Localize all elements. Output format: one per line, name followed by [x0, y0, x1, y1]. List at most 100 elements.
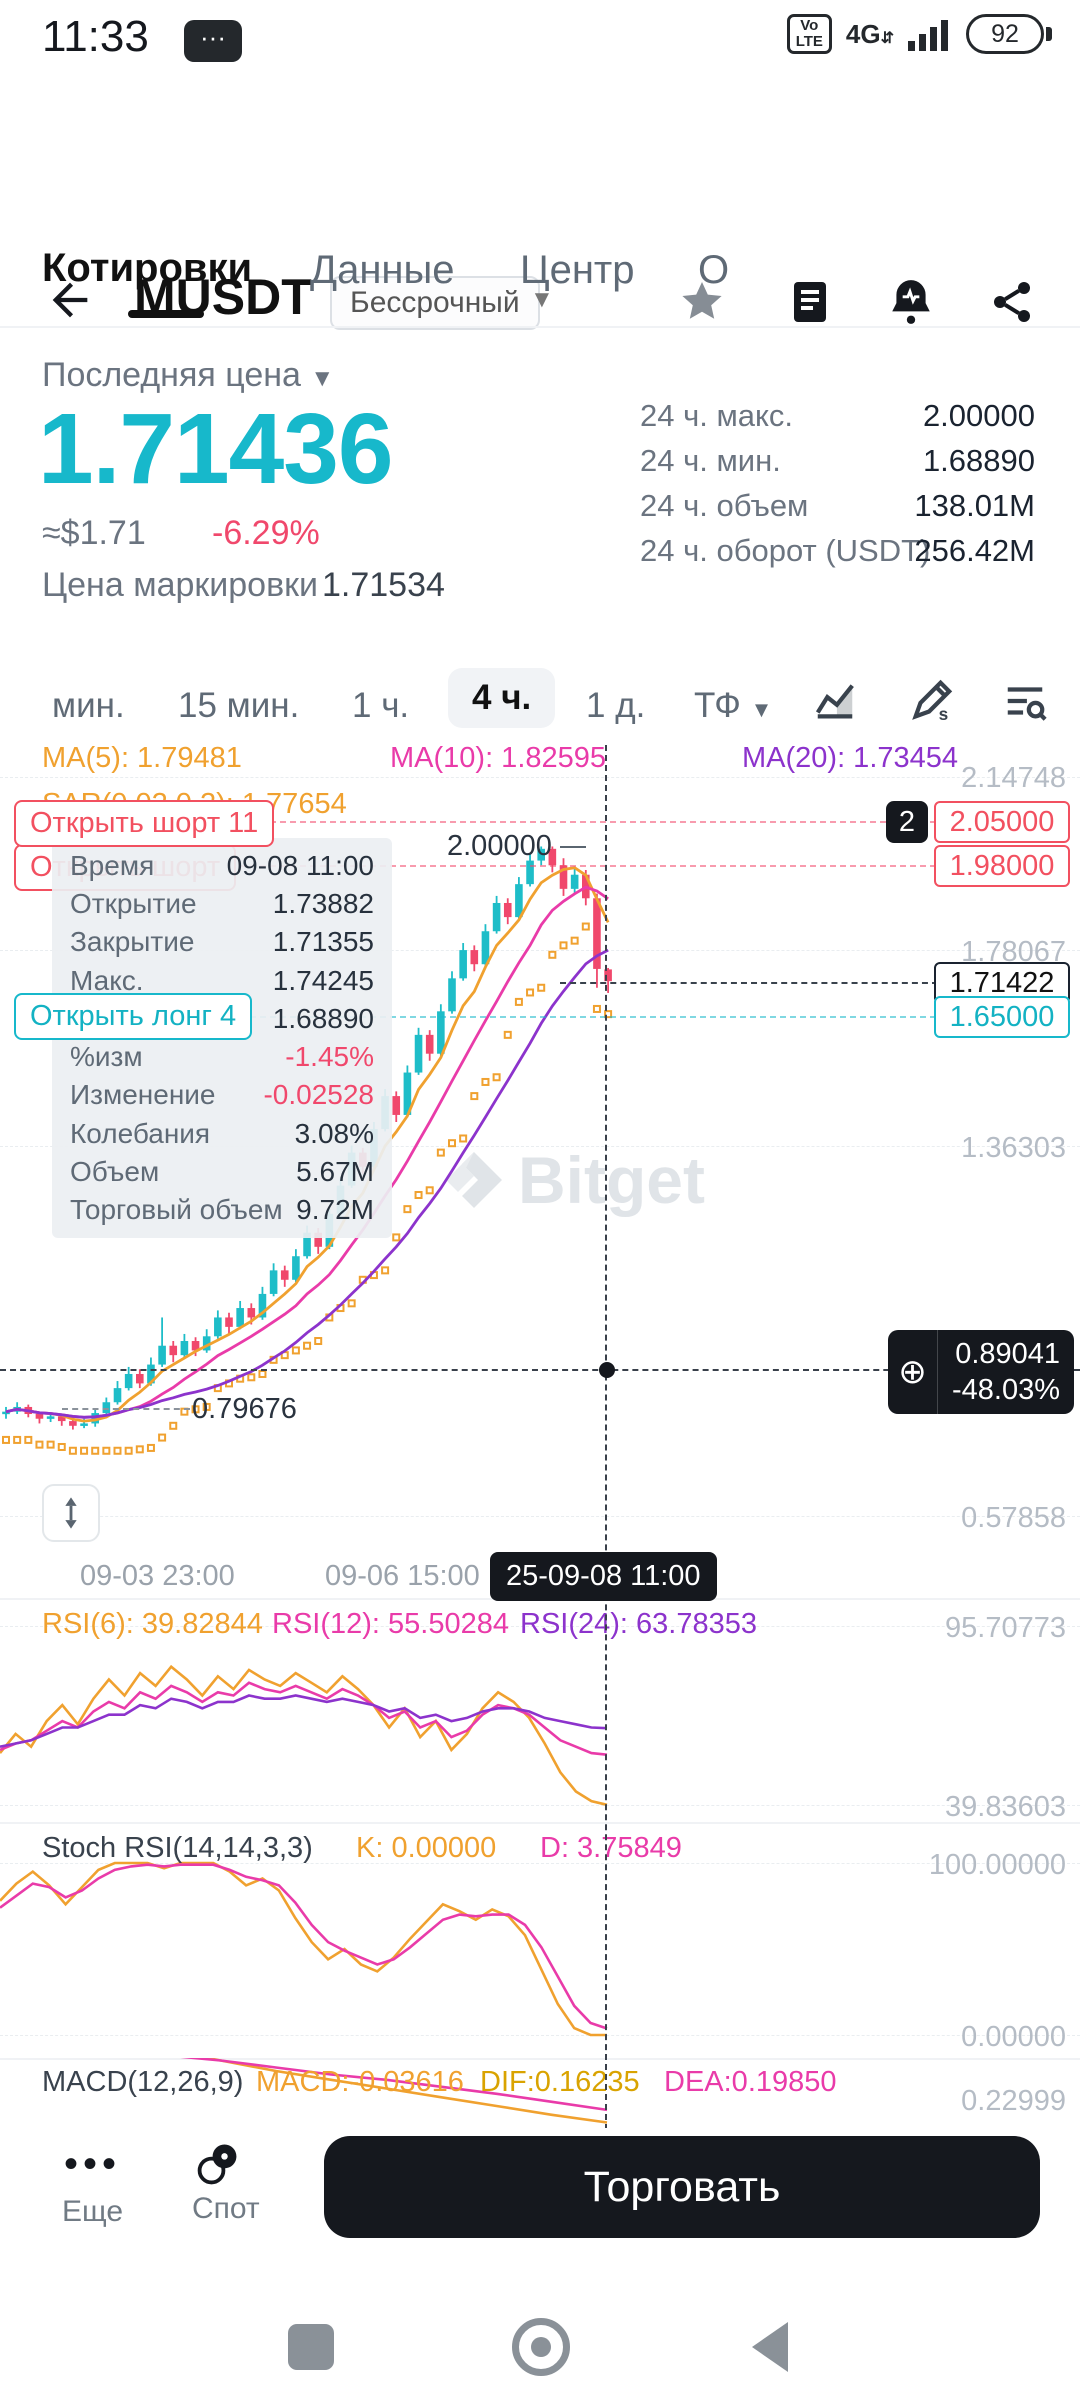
y-axis-label: 2.14748: [961, 762, 1066, 794]
stoch-y-label: 0.00000: [961, 2021, 1066, 2053]
tabs-divider: [0, 326, 1080, 328]
crosshair-vline: [605, 745, 607, 2140]
more-dots-icon: •••: [64, 2142, 122, 2186]
orderbook-icon[interactable]: [786, 278, 834, 326]
spot-button[interactable]: Спот: [192, 2138, 260, 2226]
ma20-label: MA(20): 1.73454: [742, 742, 959, 774]
stat-label: 24 ч. объем: [640, 488, 809, 523]
gridline: [0, 1626, 1080, 1627]
tf-15min[interactable]: 15 мин.: [178, 686, 300, 725]
macd-panel-chart[interactable]: [0, 2058, 1080, 2140]
ma5-label: MA(5): 1.79481: [42, 742, 242, 774]
status-bar: 11:33 ··· Vo LTE 4G⇵ 92: [0, 0, 1080, 72]
tf-4h-selected[interactable]: 4 ч.: [448, 668, 556, 728]
tab-center[interactable]: Центр: [520, 248, 635, 292]
crosshair-dot: [599, 1362, 615, 1378]
contract-dropdown-caret-icon[interactable]: ▼: [530, 286, 554, 313]
stat-label: 24 ч. макс.: [640, 398, 794, 433]
x-axis-label: 09-06 15:00: [325, 1560, 480, 1592]
rsi-y-label: 95.70773: [945, 1612, 1066, 1644]
share-icon[interactable]: [988, 278, 1036, 326]
stat-value: 256.42M: [914, 533, 1035, 568]
indicator-settings-icon[interactable]: [1002, 678, 1048, 724]
dea-label: DEA:0.19850: [664, 2066, 837, 2098]
gridline: [0, 1863, 1080, 1864]
chart-expand-button[interactable]: [42, 1484, 100, 1542]
long-line-price[interactable]: 1.65000: [934, 996, 1070, 1038]
price-change-pct: -6.29%: [212, 514, 320, 552]
gridline: [0, 1805, 1080, 1806]
usd-approx: ≈$1.71: [42, 514, 146, 552]
gridline: [0, 1516, 1080, 1517]
spot-icon: [192, 2138, 260, 2190]
price-alert-bell-icon[interactable]: [886, 276, 936, 326]
crosshair-price: 0.89041: [955, 1338, 1061, 1370]
back-button[interactable]: [44, 274, 96, 326]
header: MUSDT Бессрочный ▼: [0, 128, 1080, 330]
battery-icon: 92: [966, 14, 1052, 54]
rsi6-label: RSI(6): 39.82844: [42, 1608, 263, 1640]
rsi12-label: RSI(12): 55.50284: [272, 1608, 509, 1640]
contract-type-badge[interactable]: Бессрочный: [330, 276, 540, 330]
ma10-label: MA(10): 1.82595: [390, 742, 607, 774]
y-axis-label: 1.36303: [961, 1132, 1066, 1164]
long-order-line: [240, 1016, 936, 1018]
active-tab-underline: [128, 310, 204, 318]
stat-label: 24 ч. мин.: [640, 443, 781, 478]
tf-more[interactable]: ТФ ▼: [694, 686, 773, 725]
tf-1min[interactable]: мин.: [52, 686, 125, 725]
crosshair-change: -48.03%: [952, 1374, 1061, 1406]
mark-price-value: 1.71534: [322, 566, 445, 604]
add-alert-plus-icon[interactable]: ⊕: [888, 1330, 938, 1414]
last-price-selector[interactable]: Последняя цена ▼: [42, 356, 335, 394]
status-time: 11:33: [42, 12, 149, 61]
stoch-d-label: D: 3.75849: [540, 1832, 682, 1864]
last-price-line: [560, 982, 938, 984]
gridline: [0, 777, 1080, 778]
signal-bars-icon: [908, 15, 952, 53]
bitget-watermark: Bitget: [444, 1142, 705, 1218]
swing-low-label: 0.79676: [192, 1393, 297, 1425]
chart-style-icon[interactable]: [812, 678, 858, 724]
stoch-title: Stoch RSI(14,14,3,3): [42, 1832, 313, 1864]
more-button[interactable]: ••• Еще: [62, 2142, 124, 2228]
tab-overview[interactable]: О: [698, 248, 730, 292]
gridline: [0, 2035, 1080, 2036]
rsi-y-label: 39.83603: [945, 1791, 1066, 1823]
last-price-value: 1.71436: [38, 393, 393, 505]
stoch-rsi-panel-chart[interactable]: [0, 1822, 1080, 2058]
x-axis-label: 09-03 23:00: [80, 1560, 235, 1592]
panel-divider: [0, 1822, 1080, 1824]
stat-value: 138.01M: [914, 488, 1035, 523]
tf-1d[interactable]: 1 д.: [586, 686, 646, 725]
nav-recents-button[interactable]: [288, 2324, 334, 2370]
nav-home-button[interactable]: [512, 2318, 570, 2376]
stat-value: 1.68890: [922, 443, 1035, 478]
lower-alert-price[interactable]: 1.98000: [934, 845, 1070, 887]
network-type-icon: 4G⇵: [845, 18, 894, 49]
favorite-star-icon[interactable]: [678, 278, 726, 326]
upper-alert-price[interactable]: 2.05000: [934, 801, 1070, 843]
open-long-label[interactable]: Открыть лонг 4: [14, 993, 253, 1040]
nav-back-button[interactable]: [752, 2322, 788, 2372]
alert-count-badge[interactable]: 2: [886, 801, 928, 843]
crosshair-price-badge: ⊕ 0.89041 -48.03%: [888, 1330, 1075, 1414]
svg-text:s: s: [939, 704, 949, 724]
open-short-label-1[interactable]: Открыть шорт 11: [14, 800, 275, 847]
swing-high-tick: [560, 846, 586, 848]
caret-down-icon: ▼: [750, 697, 773, 722]
crosshair-hline: [0, 1369, 1080, 1371]
stat-label: 24 ч. оборот (USDT): [640, 533, 931, 568]
lower-alert-line: [40, 865, 936, 867]
trade-button[interactable]: Торговать: [324, 2136, 1040, 2238]
caret-down-icon: ▼: [310, 365, 335, 392]
android-nav-bar: [0, 2300, 1080, 2400]
tab-quotes[interactable]: Котировки: [42, 246, 253, 290]
rsi-panel-chart[interactable]: [0, 1598, 1080, 1822]
draw-indicator-icon[interactable]: s: [908, 678, 954, 724]
gridline: [0, 950, 1080, 951]
tf-1h[interactable]: 1 ч.: [352, 686, 410, 725]
tab-data[interactable]: Данные: [310, 248, 455, 292]
swing-low-dashes: [62, 1408, 190, 1410]
panel-divider: [0, 2058, 1080, 2060]
